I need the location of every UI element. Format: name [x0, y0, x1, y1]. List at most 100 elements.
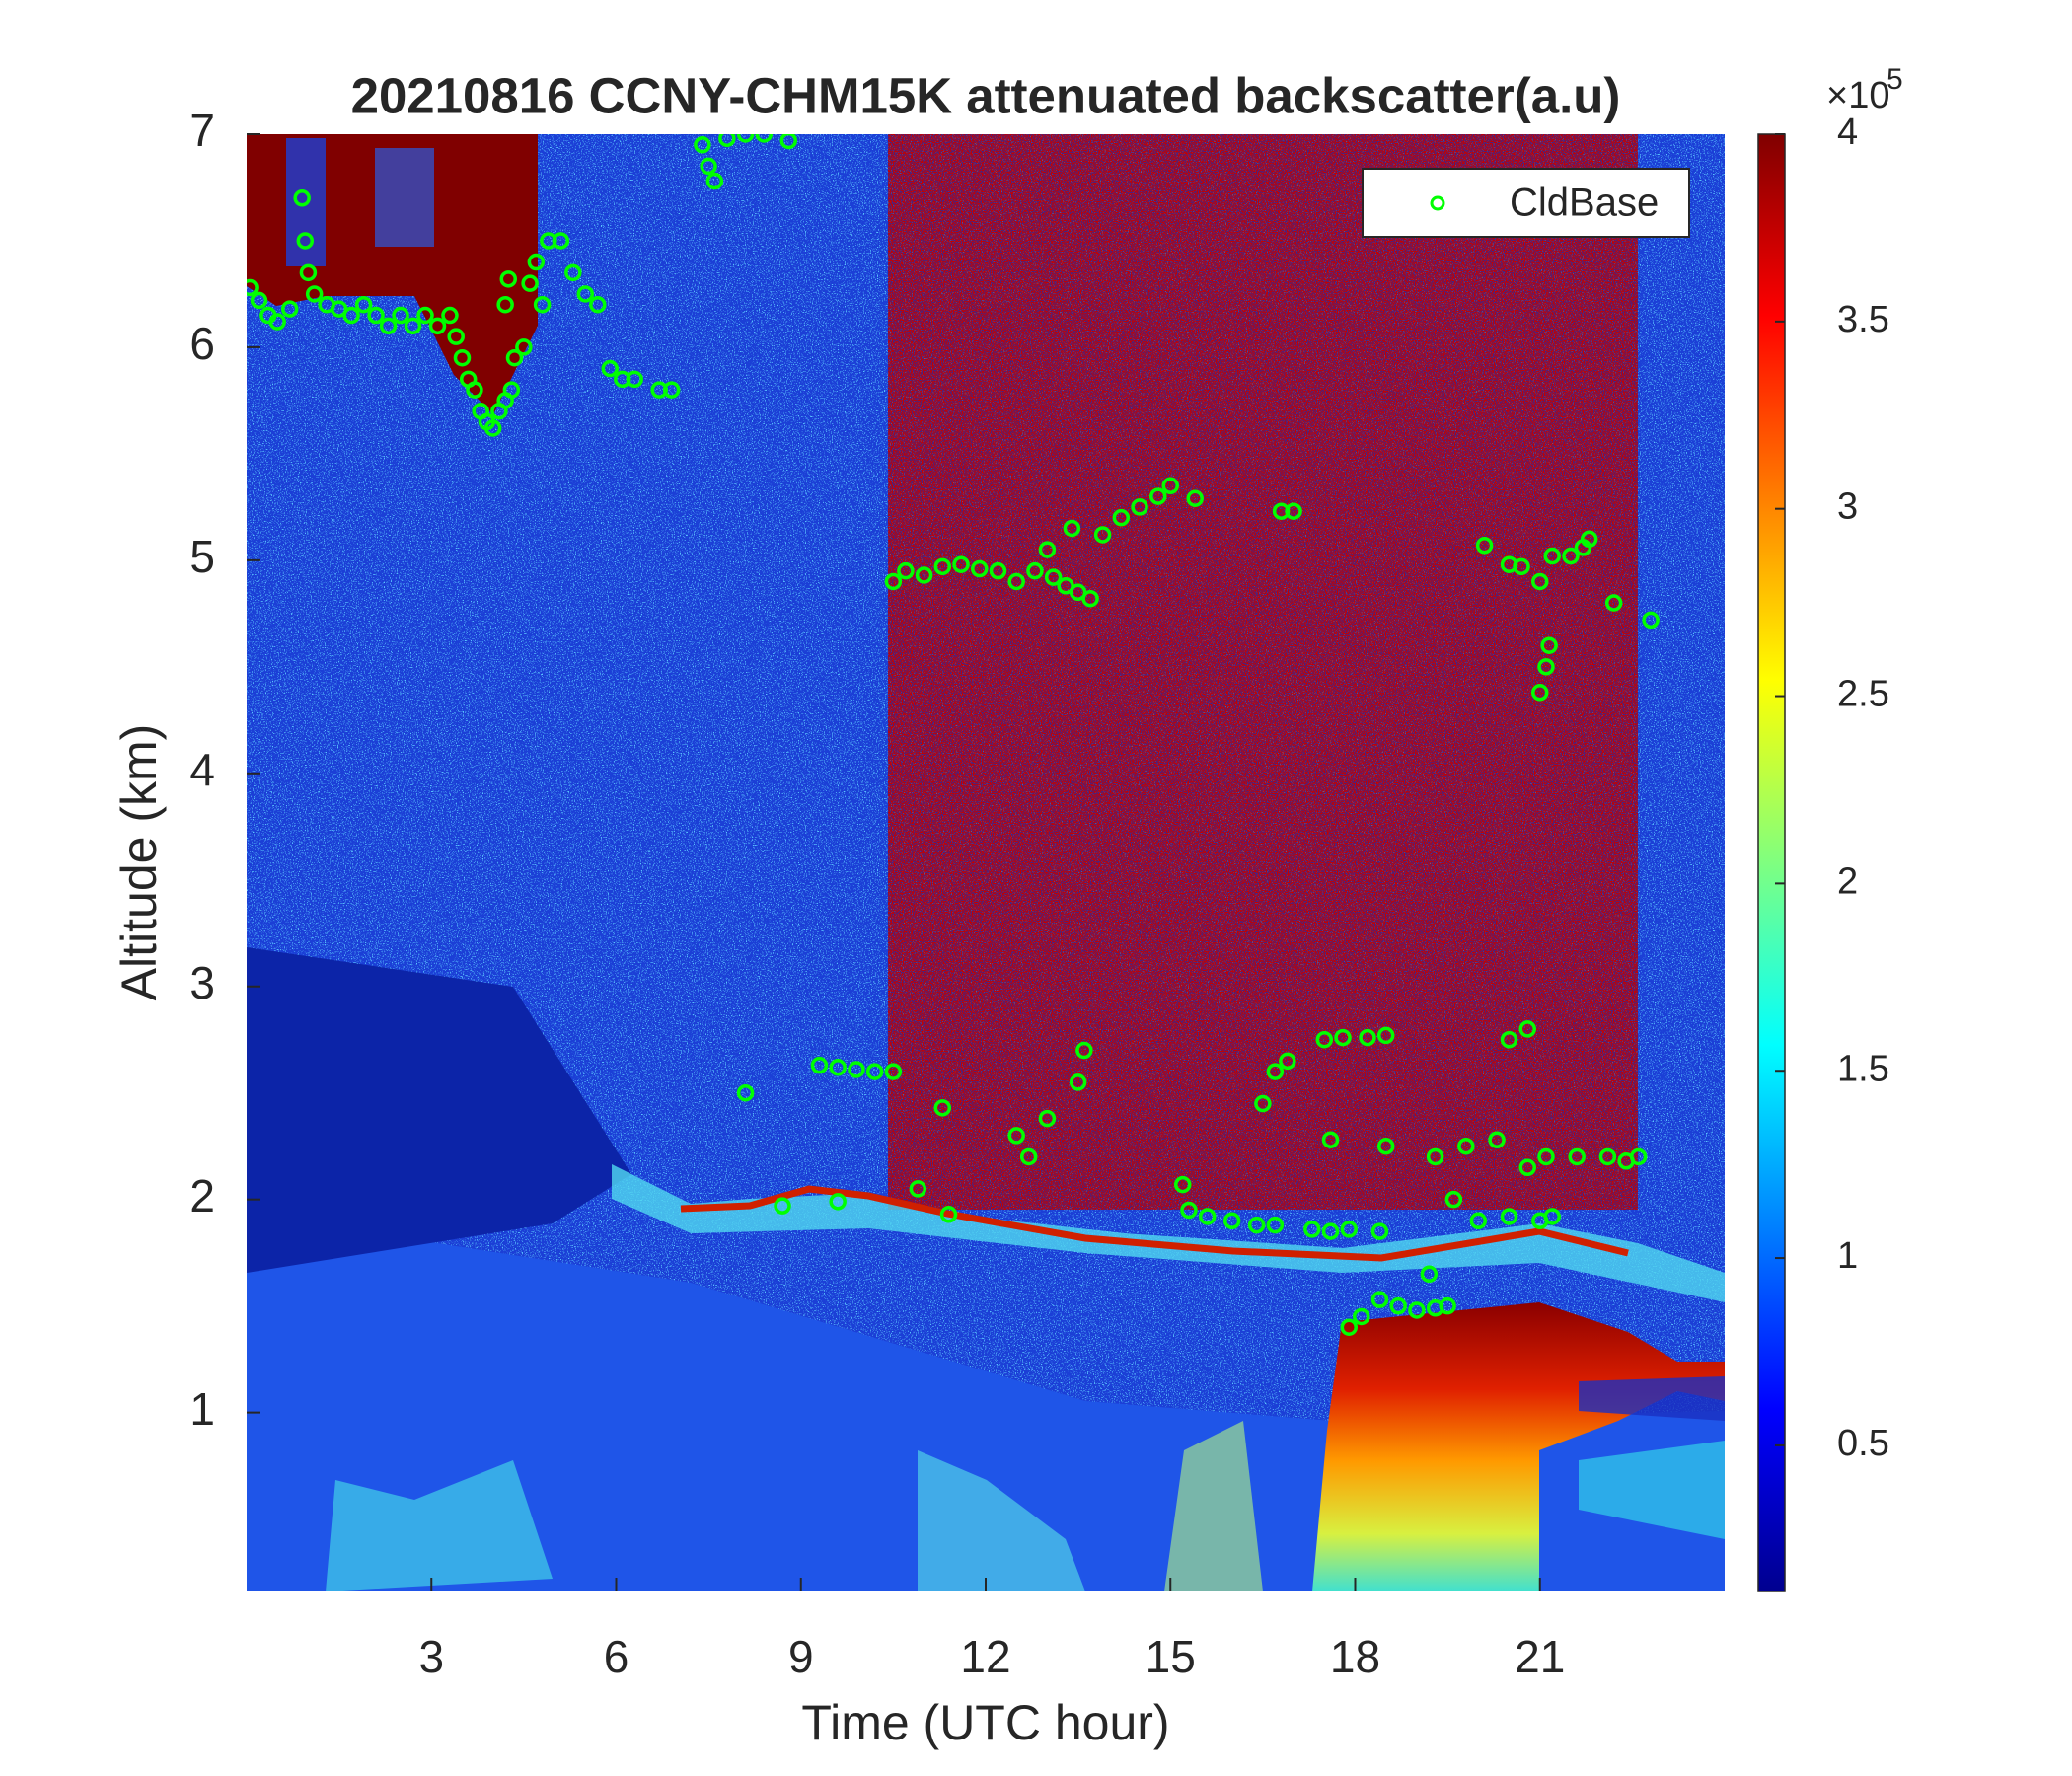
cloud-base-point [1198, 1208, 1217, 1225]
cloud-base-point [1352, 1307, 1370, 1326]
x-axis-label: Time (UTC hour) [801, 1695, 1169, 1750]
y-tick-label: 3 [189, 957, 215, 1008]
legend-label: CldBase [1510, 182, 1659, 225]
cloud-base-point [521, 274, 539, 292]
cloud-base-point [1540, 636, 1558, 654]
cloud-base-point [1019, 1147, 1038, 1166]
cloud-base-point [416, 306, 434, 325]
x-tick-label: 18 [1330, 1631, 1380, 1682]
cloud-base-point [1093, 526, 1112, 544]
cloud-base-point [1131, 498, 1148, 516]
colorbar-exponent: 5 [1887, 63, 1903, 96]
backscatter-image [247, 134, 1725, 1591]
cloud-base-point [736, 1083, 755, 1102]
cloud-base-point [1161, 477, 1179, 495]
cloud-base-point [884, 572, 903, 591]
cloud-base-point [527, 253, 546, 271]
cloud-base-point [705, 172, 724, 190]
cloud-base-point [1488, 1131, 1506, 1148]
cloud-base-point [1026, 561, 1044, 580]
cloud-base-point [1580, 530, 1598, 549]
cloud-base-point [952, 555, 970, 573]
cloud-base-point [1537, 658, 1555, 676]
x-tick-label: 6 [604, 1631, 629, 1682]
cloud-base-point [884, 1063, 903, 1080]
cloud-base-point [1475, 537, 1494, 555]
legend-box [1362, 168, 1690, 238]
cloud-base-point [1279, 1052, 1296, 1071]
cloud-base-point [247, 278, 259, 297]
y-tick-label: 7 [189, 105, 215, 156]
cloud-base-point [1457, 1137, 1475, 1155]
x-tick-label: 9 [788, 1631, 814, 1682]
cloud-base-point [576, 285, 595, 303]
cloud-base-point [829, 1193, 847, 1211]
cloud-base-point [1334, 1028, 1352, 1047]
x-tick-label: 15 [1146, 1631, 1196, 1682]
cloud-base-point [662, 381, 681, 399]
cloud-base-point [1500, 1030, 1518, 1049]
cloud-base-point [718, 134, 736, 148]
colorbar-tick-label: 0.5 [1837, 1423, 1889, 1464]
cloud-base-point [1568, 1147, 1586, 1166]
cloud-base-point [1531, 572, 1549, 591]
cloud-base-point [515, 338, 533, 356]
cloud-base-point [496, 295, 514, 314]
cloud-base-point [1340, 1318, 1359, 1336]
cloud-base-point [1038, 541, 1057, 558]
cloud-base-point [268, 313, 286, 331]
cloud-base-point [1439, 1296, 1456, 1315]
colorbar-tick-label: 4 [1837, 111, 1858, 153]
cloud-base-point [810, 1056, 829, 1074]
cloud-base-point [392, 306, 409, 325]
y-tick-label: 5 [189, 531, 215, 582]
cloud-base-point [1285, 502, 1302, 520]
chart-title: 20210816 CCNY-CHM15K attenuated backscat… [351, 67, 1621, 123]
cloud-base-point [1173, 1175, 1192, 1194]
cloud-base-point [1359, 1028, 1376, 1047]
cloud-base-point [589, 295, 607, 314]
cloud-base-point [1340, 1221, 1359, 1238]
cloud-base-point [774, 1197, 791, 1215]
cloud-base-point [1543, 1208, 1561, 1225]
cloud-base-point [1321, 1131, 1340, 1148]
cloud-base-point [1389, 1296, 1407, 1315]
cloud-base-point [1376, 1026, 1395, 1045]
cloud-base-point [1266, 1216, 1285, 1234]
y-tick-label: 6 [189, 318, 215, 369]
cloud-base-point [1629, 1147, 1648, 1166]
cloud-base-point [354, 295, 373, 314]
cloud-base-point [1315, 1030, 1334, 1049]
cloud-base-point [1518, 1158, 1537, 1177]
cloud-base-point [694, 136, 711, 154]
cloud-base-point [626, 370, 643, 389]
y-tick-label: 2 [189, 1170, 215, 1221]
cloud-base-point [1186, 489, 1204, 507]
cloud-base-point [971, 559, 989, 578]
cloud-base-point [404, 317, 422, 335]
legend: CldBase [1362, 168, 1690, 238]
cloud-base-point [1112, 508, 1131, 527]
cloud-base-point [1149, 487, 1167, 505]
cloud-base-point [1426, 1147, 1444, 1166]
cloud-base-point [1469, 1212, 1488, 1230]
cloud-base-point [1180, 1201, 1198, 1220]
cloud-base-point [552, 232, 570, 250]
colorbar-tick-label: 3 [1837, 486, 1858, 528]
cloud-base-point [505, 348, 524, 367]
cloud-base-point [1604, 594, 1623, 612]
cloud-base-point [1038, 1109, 1057, 1128]
cloud-base-point [1420, 1265, 1439, 1284]
cloud-base-point [1063, 519, 1081, 538]
cloud-base-point [483, 419, 502, 437]
cloud-base-point [915, 566, 933, 584]
legend-marker [1430, 195, 1445, 211]
cloud-base-point [1303, 1221, 1321, 1238]
cloud-base-point [453, 348, 472, 367]
cloud-base-point [601, 359, 620, 378]
y-tick-label: 4 [189, 744, 215, 795]
cloud-base-point [933, 1099, 952, 1117]
cloud-base-point [909, 1180, 927, 1198]
cloud-base-point [1254, 1094, 1272, 1113]
